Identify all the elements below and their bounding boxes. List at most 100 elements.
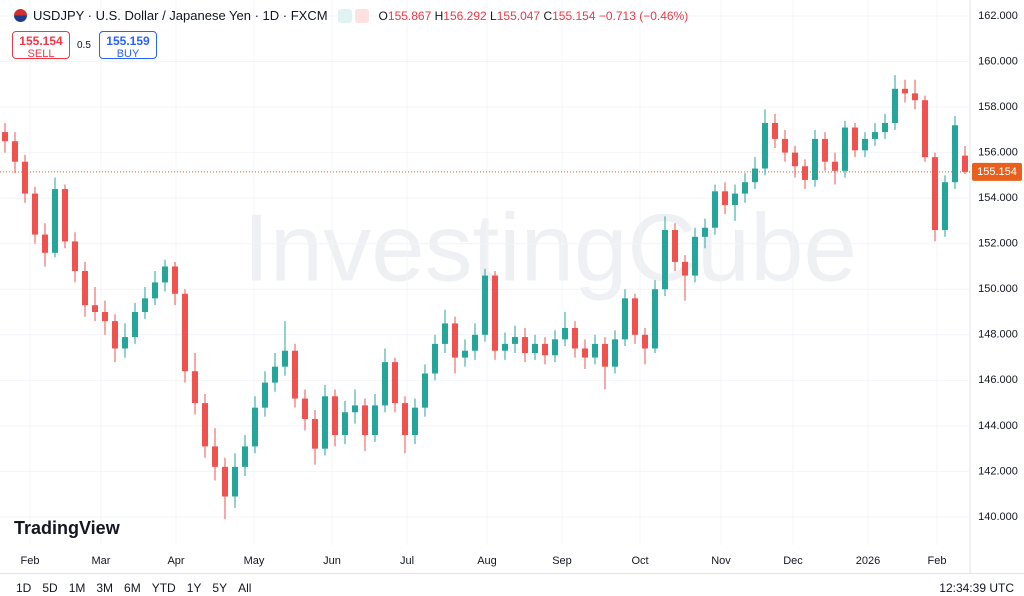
watermark: InvestingCube: [243, 194, 857, 301]
candle-body: [712, 191, 718, 228]
candle-body: [552, 339, 558, 356]
candle-body: [432, 343, 438, 374]
range-button[interactable]: 3M: [96, 581, 114, 595]
candle-body: [122, 337, 128, 349]
range-button[interactable]: All: [238, 581, 252, 595]
candle-body: [812, 138, 818, 180]
candle-body: [392, 362, 398, 404]
symbol[interactable]: USDJPY · U.S. Dollar / Japanese Yen · 1D…: [33, 8, 328, 23]
candle-body: [72, 241, 78, 272]
candle-body: [82, 271, 88, 306]
sell-button[interactable]: 155.154 SELL: [12, 31, 70, 60]
candle-body: [942, 182, 948, 231]
candle-body: [722, 191, 728, 205]
candle-body: [922, 100, 928, 158]
x-tick-label: Feb: [928, 555, 947, 567]
candle-body: [482, 275, 488, 335]
candle-body: [312, 419, 318, 449]
y-tick-label: 156.000: [978, 146, 1018, 158]
candle-body: [612, 339, 618, 367]
candle-body: [362, 405, 368, 435]
candle-body: [162, 266, 168, 283]
candle-body: [412, 407, 418, 435]
chart: InvestingCube 140.000 142.000 144.000 146.0…: [0, 0, 1022, 573]
y-tick-label: 152.000: [978, 238, 1018, 250]
candle-body: [932, 157, 938, 231]
x-tick-label: Dec: [783, 555, 803, 567]
last-price-box: [972, 162, 1022, 181]
spread: 0.5: [77, 40, 91, 51]
candle-body: [852, 127, 858, 151]
x-tick-label: Sep: [552, 555, 572, 567]
y-tick-label: 154.000: [978, 192, 1018, 204]
candle-body: [352, 405, 358, 413]
candle-body: [472, 334, 478, 351]
range-button[interactable]: 5Y: [212, 581, 228, 595]
candle-body: [582, 348, 588, 358]
candle-body: [892, 88, 898, 123]
candle-body: [272, 366, 278, 383]
x-tick-label: Nov: [711, 555, 731, 567]
candle-body: [202, 403, 208, 447]
x-tick-label: May: [244, 555, 265, 567]
candle-body: [12, 141, 18, 162]
candle-body: [262, 382, 268, 408]
candle-body: [132, 312, 138, 338]
x-tick-label: 2026: [856, 555, 880, 567]
candle-body: [962, 155, 968, 172]
candle-body: [512, 337, 518, 344]
range-button[interactable]: YTD: [151, 581, 176, 595]
range-button[interactable]: 6M: [124, 581, 141, 595]
candle-body: [42, 234, 48, 253]
ohlc-change: −0.713 (−0.46%): [598, 8, 689, 23]
candle-body: [632, 298, 638, 335]
buy-label: BUY: [116, 48, 140, 60]
ohlc-value: 155.867: [387, 8, 432, 23]
x-tick-label: Aug: [477, 555, 497, 567]
ohlc: O155.867 H156.292 L155.047 C155.154 −0.7…: [379, 9, 689, 23]
candle-body: [2, 132, 8, 142]
ohlc-value: 155.047: [496, 8, 541, 23]
candle-body: [302, 398, 308, 420]
candle-body: [292, 350, 298, 399]
range-button[interactable]: 1Y: [186, 581, 202, 595]
range-button[interactable]: 5D: [42, 581, 58, 595]
range-button[interactable]: 1D: [16, 581, 32, 595]
candle-body: [742, 182, 748, 194]
y-tick-label: 160.000: [978, 55, 1018, 67]
candle-body: [572, 327, 578, 349]
buy-button[interactable]: 155.159 BUY: [99, 31, 157, 60]
candle-body: [452, 323, 458, 358]
candle-body: [22, 161, 28, 194]
y-tick-label: 150.000: [978, 283, 1018, 295]
candle-body: [912, 93, 918, 101]
candle-body: [592, 343, 598, 358]
status: [337, 8, 369, 23]
y-tick-label: 146.000: [978, 374, 1018, 386]
x-tick-label: Oct: [631, 555, 648, 567]
candle-body: [672, 230, 678, 262]
status-dot: [354, 8, 369, 23]
candle-body: [442, 323, 448, 344]
candle-body: [102, 312, 108, 322]
candle-body: [52, 189, 58, 253]
y-tick-label: 142.000: [978, 465, 1018, 477]
candle-body: [152, 282, 158, 299]
candle-body: [62, 189, 68, 242]
candle-body: [492, 275, 498, 351]
candle-body: [92, 305, 98, 313]
candle-body: [342, 412, 348, 435]
candle-body: [902, 88, 908, 94]
candle-body: [422, 373, 428, 408]
candle-body: [842, 127, 848, 171]
candle-body: [382, 362, 388, 406]
separator: [0, 573, 1024, 574]
last-price-label: 155.154: [977, 166, 1017, 178]
candle-body: [862, 138, 868, 151]
x-tick-label: Jun: [323, 555, 341, 567]
ohlc-label: O: [378, 8, 388, 23]
candle-body: [542, 343, 548, 356]
candle-body: [622, 298, 628, 340]
candle-body: [242, 446, 248, 467]
range-button[interactable]: 1M: [68, 581, 86, 595]
